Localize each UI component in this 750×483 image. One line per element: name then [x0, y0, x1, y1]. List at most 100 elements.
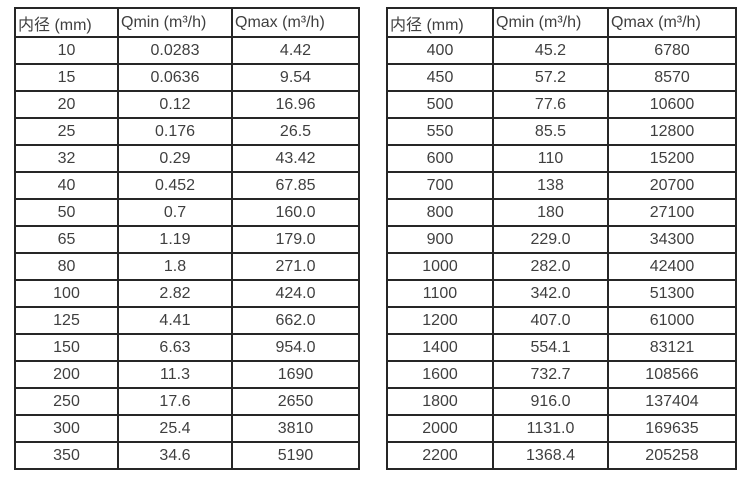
table-cell: 34.6 — [117, 441, 233, 470]
table-cell: 51300 — [607, 279, 737, 308]
table-cell: 180 — [492, 198, 609, 227]
table-cell: 108566 — [607, 360, 737, 389]
table-cell: 16.96 — [231, 90, 360, 119]
table-cell: 1131.0 — [492, 414, 609, 443]
column-header: Qmin (m³/h) — [492, 7, 609, 38]
table-cell: 1000 — [386, 252, 494, 281]
table-cell: 0.29 — [117, 144, 233, 173]
table-cell: 282.0 — [492, 252, 609, 281]
table-cell: 11.3 — [117, 360, 233, 389]
table-row: 25 0.176 26.5 — [14, 117, 360, 146]
table-cell: 160.0 — [231, 198, 360, 227]
table-cell: 6.63 — [117, 333, 233, 362]
table-row: 100 2.82 424.0 — [14, 279, 360, 308]
table-row: 20 0.12 16.96 — [14, 90, 360, 119]
table-cell: 732.7 — [492, 360, 609, 389]
table-cell: 40 — [14, 171, 119, 200]
table-cell: 1600 — [386, 360, 494, 389]
table-cell: 2.82 — [117, 279, 233, 308]
table-cell: 2650 — [231, 387, 360, 416]
table-cell: 450 — [386, 63, 494, 92]
column-header: Qmax (m³/h) — [231, 7, 360, 38]
table-cell: 250 — [14, 387, 119, 416]
table-cell: 900 — [386, 225, 494, 254]
table-cell: 77.6 — [492, 90, 609, 119]
table-row: 1400 554.1 83121 — [386, 333, 737, 362]
table-cell: 61000 — [607, 306, 737, 335]
table-cell: 342.0 — [492, 279, 609, 308]
table-cell: 57.2 — [492, 63, 609, 92]
table-cell: 0.7 — [117, 198, 233, 227]
table-cell: 0.452 — [117, 171, 233, 200]
table-row: 150 6.63 954.0 — [14, 333, 360, 362]
column-header: Qmin (m³/h) — [117, 7, 233, 38]
table-cell: 42400 — [607, 252, 737, 281]
table-cell: 110 — [492, 144, 609, 173]
header-row: 内径 (mm) Qmin (m³/h) Qmax (m³/h) — [14, 7, 360, 38]
table-row: 15 0.0636 9.54 — [14, 63, 360, 92]
table-cell: 137404 — [607, 387, 737, 416]
table-cell: 125 — [14, 306, 119, 335]
table-row: 1000 282.0 42400 — [386, 252, 737, 281]
table-cell: 1200 — [386, 306, 494, 335]
table-cell: 424.0 — [231, 279, 360, 308]
table-row: 10 0.0283 4.42 — [14, 36, 360, 65]
table-cell: 0.0283 — [117, 36, 233, 65]
table-cell: 85.5 — [492, 117, 609, 146]
table-row: 125 4.41 662.0 — [14, 306, 360, 335]
table-cell: 1400 — [386, 333, 494, 362]
table-row: 1800 916.0 137404 — [386, 387, 737, 416]
table-cell: 6780 — [607, 36, 737, 65]
header-row: 内径 (mm) Qmin (m³/h) Qmax (m³/h) — [386, 7, 737, 38]
table-cell: 34300 — [607, 225, 737, 254]
table-cell: 407.0 — [492, 306, 609, 335]
table-cell: 10600 — [607, 90, 737, 119]
table-row: 500 77.6 10600 — [386, 90, 737, 119]
table-cell: 2200 — [386, 441, 494, 470]
table-cell: 0.176 — [117, 117, 233, 146]
table-cell: 67.85 — [231, 171, 360, 200]
table-cell: 916.0 — [492, 387, 609, 416]
table-cell: 20700 — [607, 171, 737, 200]
table-cell: 5190 — [231, 441, 360, 470]
column-header: 内径 (mm) — [14, 7, 119, 38]
table-row: 1200 407.0 61000 — [386, 306, 737, 335]
table-row: 1600 732.7 108566 — [386, 360, 737, 389]
table-cell: 50 — [14, 198, 119, 227]
table-cell: 150 — [14, 333, 119, 362]
table-row: 800 180 27100 — [386, 198, 737, 227]
table-cell: 27100 — [607, 198, 737, 227]
table-cell: 65 — [14, 225, 119, 254]
table-cell: 17.6 — [117, 387, 233, 416]
table-cell: 954.0 — [231, 333, 360, 362]
table-cell: 600 — [386, 144, 494, 173]
table-cell: 1800 — [386, 387, 494, 416]
table-cell: 80 — [14, 252, 119, 281]
table-cell: 179.0 — [231, 225, 360, 254]
table-row: 50 0.7 160.0 — [14, 198, 360, 227]
table-cell: 138 — [492, 171, 609, 200]
table-cell: 350 — [14, 441, 119, 470]
table-cell: 25.4 — [117, 414, 233, 443]
table-cell: 26.5 — [231, 117, 360, 146]
table-cell: 10 — [14, 36, 119, 65]
table-cell: 1690 — [231, 360, 360, 389]
table-cell: 15 — [14, 63, 119, 92]
table-cell: 45.2 — [492, 36, 609, 65]
table-row: 250 17.6 2650 — [14, 387, 360, 416]
table-cell: 83121 — [607, 333, 737, 362]
table-cell: 9.54 — [231, 63, 360, 92]
table-cell: 1.19 — [117, 225, 233, 254]
column-header: Qmax (m³/h) — [607, 7, 737, 38]
table-row: 65 1.19 179.0 — [14, 225, 360, 254]
table-row: 300 25.4 3810 — [14, 414, 360, 443]
table-cell: 100 — [14, 279, 119, 308]
column-header: 内径 (mm) — [386, 7, 494, 38]
table-cell: 662.0 — [231, 306, 360, 335]
table-cell: 43.42 — [231, 144, 360, 173]
table-cell: 0.0636 — [117, 63, 233, 92]
table-cell: 554.1 — [492, 333, 609, 362]
table-cell: 25 — [14, 117, 119, 146]
table-cell: 4.42 — [231, 36, 360, 65]
table-row: 600 110 15200 — [386, 144, 737, 173]
